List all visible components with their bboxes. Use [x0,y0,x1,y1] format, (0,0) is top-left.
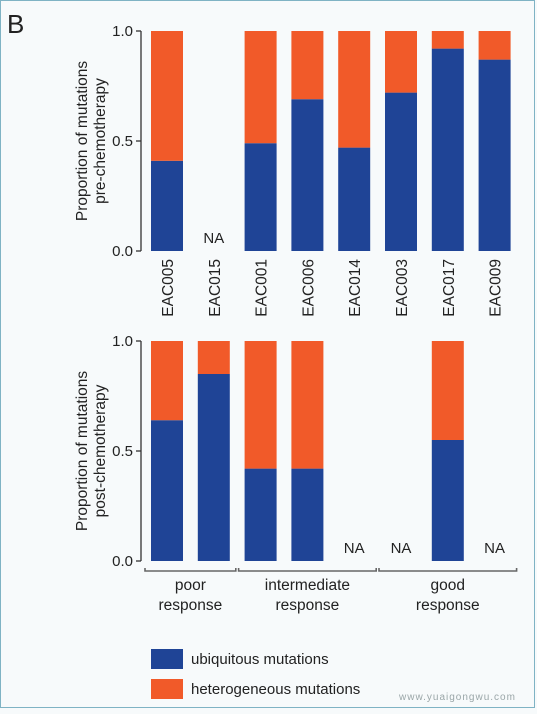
panel-letter: B [7,9,24,39]
category-label: EAC001 [254,259,271,317]
legend-swatch [151,649,183,669]
na-label: NA [203,230,224,247]
category-label: EAC009 [488,259,505,317]
legend-swatch [151,679,183,699]
bar-ubiquitous [431,48,464,251]
bar-ubiquitous [151,160,183,251]
bar-heterogeneous [385,31,417,93]
bar-heterogeneous [478,31,511,60]
y-axis-label-line: pre-chemotherapy [92,78,109,204]
bar-ubiquitous [197,374,230,561]
bar-ubiquitous [244,468,277,561]
bar-heterogeneous [291,31,324,100]
y-axis-label: Proportion of mutationspost-chemotherapy [74,371,109,532]
bar-heterogeneous [151,31,183,161]
category-label: EAC015 [207,259,224,317]
group-label: poor [175,577,206,594]
pre-chemotherapy-chart: Proportion of mutationspre-chemotherapy0… [74,23,511,317]
na-label: NA [344,540,365,557]
bar-ubiquitous [478,59,511,251]
group-label: response [416,597,480,614]
post-chemotherapy-chart: Proportion of mutationspost-chemotherapy… [74,333,518,614]
group-label: good [431,577,465,594]
y-tick-label: 0.0 [112,553,133,570]
bar-ubiquitous [431,440,464,561]
bar-heterogeneous [244,31,277,144]
y-axis-label: Proportion of mutationspre-chemotherapy [74,61,109,222]
na-label: NA [391,540,412,557]
group-bracket [378,568,518,572]
bar-ubiquitous [291,99,324,251]
y-tick-label: 0.5 [112,443,133,460]
bar-heterogeneous [431,341,464,440]
group-bracket [144,568,237,572]
bar-heterogeneous [151,341,183,421]
y-axis-label-line: Proportion of mutations [74,371,91,532]
bar-ubiquitous [338,147,371,251]
y-axis-label-line: post-chemotherapy [92,384,109,517]
legend-label: heterogeneous mutations [191,681,360,698]
watermark: www.yuaigongwu.com [398,692,516,703]
na-label: NA [484,540,505,557]
category-label: EAC006 [300,259,317,317]
bar-heterogeneous [244,341,277,469]
bar-heterogeneous [338,31,371,148]
bar-ubiquitous [385,92,417,251]
y-tick-label: 0.5 [112,133,133,150]
y-tick-label: 1.0 [112,23,133,40]
category-label: EAC017 [441,259,458,317]
bar-ubiquitous [151,420,183,561]
group-label: intermediate [265,577,350,594]
bar-heterogeneous [197,341,230,374]
y-axis-label-line: Proportion of mutations [74,61,91,222]
bar-ubiquitous [244,143,277,251]
group-label: response [276,597,340,614]
category-label: EAC005 [160,259,177,317]
bar-heterogeneous [291,341,324,469]
y-tick-label: 1.0 [112,333,133,350]
bar-ubiquitous [291,468,324,561]
group-label: response [159,597,223,614]
category-label: EAC003 [394,259,411,317]
y-tick-label: 0.0 [112,243,133,260]
category-label: EAC014 [347,259,364,317]
group-bracket [237,568,377,572]
legend: ubiquitous mutations heterogeneous mutati… [151,649,360,699]
legend-label: ubiquitous mutations [191,651,329,668]
bar-heterogeneous [431,31,464,49]
